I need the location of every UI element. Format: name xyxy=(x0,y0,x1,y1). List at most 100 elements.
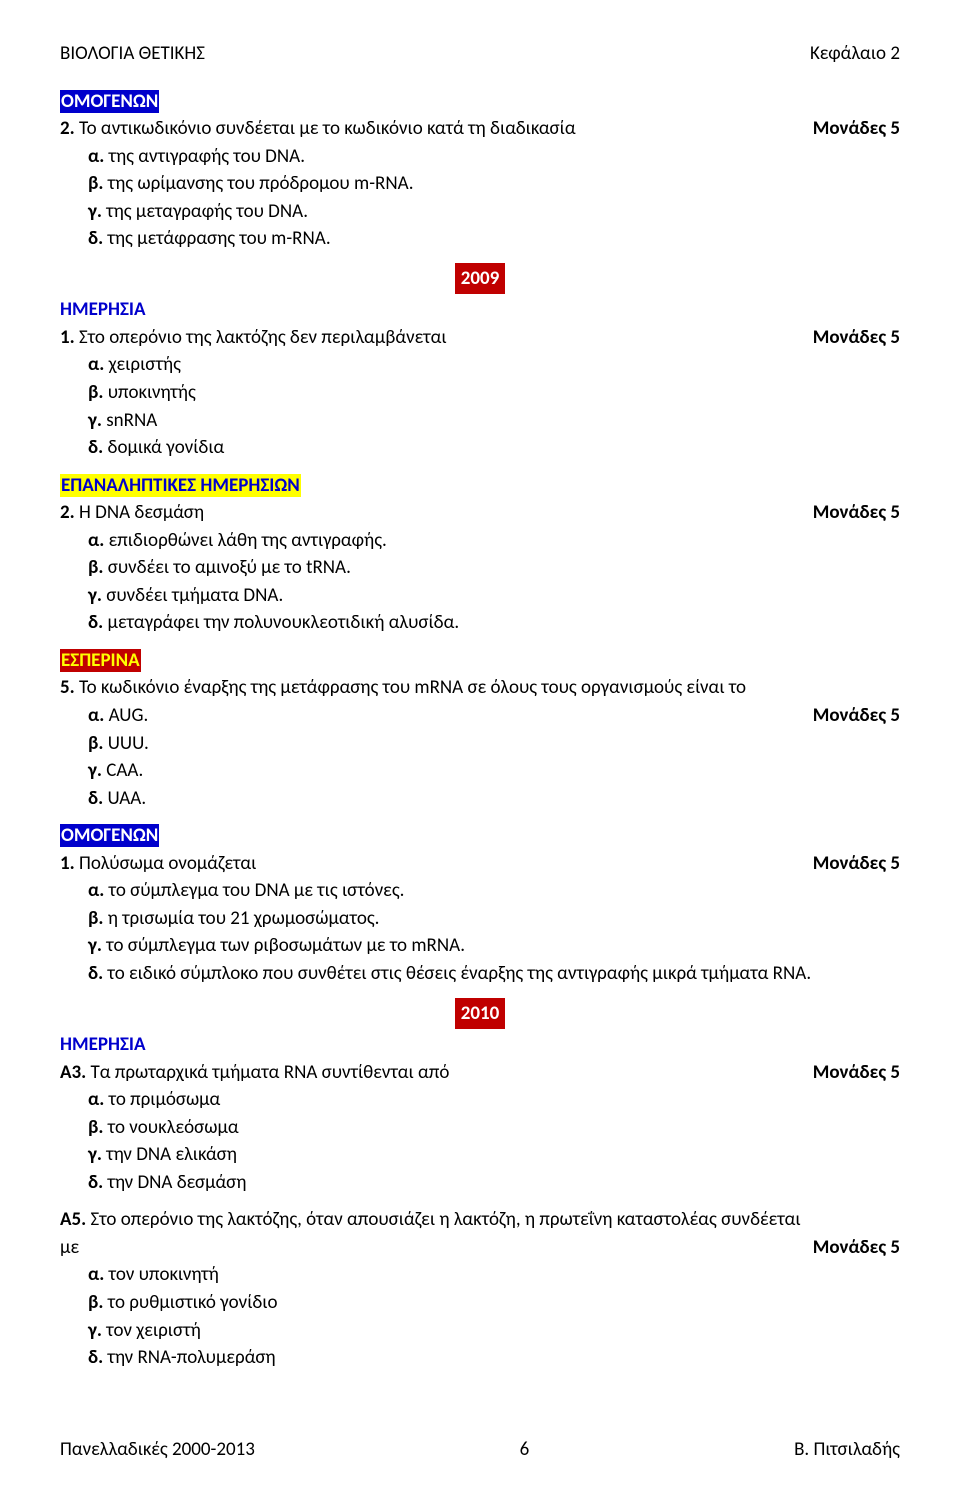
opt-letter: β. xyxy=(88,556,103,579)
opt-letter: δ. xyxy=(88,611,103,634)
opt-letter: β. xyxy=(88,1291,103,1314)
option-b: β. το ρυθμιστικό γονίδιο xyxy=(88,1289,900,1317)
opt-letter: γ. xyxy=(88,759,102,782)
opt-letter: γ. xyxy=(88,1319,102,1342)
q-text: Πολύσωμα ονομάζεται xyxy=(75,852,257,875)
opt-text: η τρισωμία του 21 χρωμοσώματος. xyxy=(103,907,379,930)
opt-text: χειριστής xyxy=(104,353,181,376)
option-d: δ. το ειδικό σύμπλοκο που συνθέτει στις … xyxy=(88,960,900,988)
opt-letter: γ. xyxy=(88,584,102,607)
opt-letter: α. xyxy=(88,1263,104,1286)
q-num: 2. xyxy=(60,117,75,140)
opt-letter: α. xyxy=(88,529,104,552)
points: Μονάδες 5 xyxy=(793,499,900,527)
question-1-polysoma: 1. Πολύσωμα ονομάζεται Μονάδες 5 xyxy=(60,850,900,878)
option-b: β. το νουκλεόσωμα xyxy=(88,1114,900,1142)
opt-letter: γ. xyxy=(88,1143,102,1166)
section-esperina: ΕΣΠΕΡΙΝΑ 5. Το κωδικόνιο έναρξης της μετ… xyxy=(60,647,900,812)
opt-text: επιδιορθώνει λάθη της αντιγραφής. xyxy=(104,529,387,552)
points: Μονάδες 5 xyxy=(793,115,900,143)
opt-letter: β. xyxy=(88,1116,103,1139)
opt-text: το ρυθμιστικό γονίδιο xyxy=(103,1291,277,1314)
option-b: β. υποκινητής xyxy=(88,379,900,407)
option-c: γ. το σύμπλεγμα των ριβοσωμάτων με το mR… xyxy=(88,932,900,960)
option-b: β. η τρισωμία του 21 χρωμοσώματος. xyxy=(88,905,900,933)
opt-text: CAA. xyxy=(102,759,143,782)
opt-text: την DNA ελικάση xyxy=(102,1143,237,1166)
opt-text: AUG. xyxy=(104,704,148,727)
points: Μονάδες 5 xyxy=(793,702,900,730)
year-2010: 2010 xyxy=(60,998,900,1030)
opt-text: UUU. xyxy=(103,732,148,755)
opt-letter: β. xyxy=(88,381,103,404)
footer-left: Πανελλαδικές 2000-2013 xyxy=(60,1436,255,1464)
opt-text: δομικά γονίδια xyxy=(103,436,224,459)
question-a5-line2: με Μονάδες 5 xyxy=(60,1234,900,1262)
label-epanaliptikes: ΕΠΑΝΑΛΗΠΤΙΚΕΣ ΗΜΕΡΗΣΙΩΝ xyxy=(60,474,301,497)
question-a3: Α3. Τα πρωταρχικά τμήματα RNA συντίθεντα… xyxy=(60,1059,900,1087)
question-a5-line1: Α5. Στο οπερόνιο της λακτόζης, όταν απου… xyxy=(60,1206,900,1234)
opt-letter: δ. xyxy=(88,1171,103,1194)
option-a: α. επιδιορθώνει λάθη της αντιγραφής. xyxy=(88,527,900,555)
opt-letter: α. xyxy=(88,1088,104,1111)
opt-letter: β. xyxy=(88,732,103,755)
opt-text: της μετάφρασης του m-RNA. xyxy=(103,227,330,250)
question-1-lactose: 1. Στο οπερόνιο της λακτόζης δεν περιλαμ… xyxy=(60,324,900,352)
opt-text: της μεταγραφής του DNA. xyxy=(102,200,308,223)
option-d: δ. UAA. xyxy=(88,785,900,813)
option-d: δ. την DNA δεσμάση xyxy=(88,1169,900,1197)
opt-text: το πριμόσωμα xyxy=(104,1088,220,1111)
option-a: α. το πριμόσωμα xyxy=(88,1086,900,1114)
label-imerisia: ΗΜΕΡΗΣΙΑ xyxy=(60,1033,145,1056)
label-omogenon: ΟΜΟΓΕΝΩΝ xyxy=(60,90,159,113)
points: Μονάδες 5 xyxy=(793,850,900,878)
opt-letter: γ. xyxy=(88,200,102,223)
opt-letter: α. xyxy=(88,704,104,727)
section-epanaliptikes: ΕΠΑΝΑΛΗΠΤΙΚΕΣ ΗΜΕΡΗΣΙΩΝ 2. Η DNA δεσμάση… xyxy=(60,472,900,637)
option-a: α. AUG. xyxy=(88,702,793,730)
section-omogenon-2: ΟΜΟΓΕΝΩΝ 1. Πολύσωμα ονομάζεται Μονάδες … xyxy=(60,822,900,987)
page-header: ΒΙΟΛΟΓΙΑ ΘΕΤΙΚΗΣ Κεφάλαιο 2 xyxy=(60,40,900,68)
q-text: Στο οπερόνιο της λακτόζης δεν περιλαμβάν… xyxy=(75,326,447,349)
opt-letter: α. xyxy=(88,145,104,168)
header-left: ΒΙΟΛΟΓΙΑ ΘΕΤΙΚΗΣ xyxy=(60,40,205,68)
option-a: α. χειριστής xyxy=(88,351,900,379)
opt-text: το σύμπλεγμα των ριβοσωμάτων με το mRNA. xyxy=(102,934,465,957)
year-badge: 2009 xyxy=(455,263,506,295)
q-num: Α3. xyxy=(60,1061,86,1084)
opt-letter: α. xyxy=(88,353,104,376)
year-2009: 2009 xyxy=(60,263,900,295)
section-imerisia-2010: ΗΜΕΡΗΣΙΑ Α3. Τα πρωταρχικά τμήματα RNA σ… xyxy=(60,1031,900,1196)
opt-letter: γ. xyxy=(88,409,102,432)
opt-text: το σύμπλεγμα του DNA με τις ιστόνες. xyxy=(104,879,404,902)
opt-letter: δ. xyxy=(88,787,103,810)
question-2-desmasi: 2. Η DNA δεσμάση Μονάδες 5 xyxy=(60,499,900,527)
opt-letter: α. xyxy=(88,879,104,902)
opt-text: μεταγράφει την πολυνουκλεοτιδική αλυσίδα… xyxy=(103,611,459,634)
page-footer: Πανελλαδικές 2000-2013 6 Β. Πιτσιλαδής xyxy=(60,1436,900,1464)
opt-letter: δ. xyxy=(88,1346,103,1369)
option-d: δ. δομικά γονίδια xyxy=(88,434,900,462)
option-a: α. τον υποκινητή xyxy=(88,1261,900,1289)
option-d: δ. την RNA-πολυμεράση xyxy=(88,1344,900,1372)
year-badge: 2010 xyxy=(455,998,506,1030)
option-a: α. το σύμπλεγμα του DNA με τις ιστόνες. xyxy=(88,877,900,905)
section-omogenon-1: ΟΜΟΓΕΝΩΝ 2. Το αντικωδικόνιο συνδέεται μ… xyxy=(60,88,900,253)
option-d: δ. μεταγράφει την πολυνουκλεοτιδική αλυσ… xyxy=(88,609,900,637)
q-text: Τα πρωταρχικά τμήματα RNA συντίθενται απ… xyxy=(86,1061,449,1084)
opt-letter: δ. xyxy=(88,227,103,250)
opt-text: το ειδικό σύμπλοκο που συνθέτει στις θέσ… xyxy=(103,962,811,985)
option-a: α. της αντιγραφής του DNA. xyxy=(88,143,900,171)
opt-letter: β. xyxy=(88,907,103,930)
opt-text: συνδέει τμήματα DNA. xyxy=(102,584,283,607)
opt-text: το νουκλεόσωμα xyxy=(103,1116,238,1139)
points: Μονάδες 5 xyxy=(793,1234,900,1262)
question-5-codon: 5. Το κωδικόνιο έναρξης της μετάφρασης τ… xyxy=(60,674,900,702)
opt-text: της ωρίμανσης του πρόδρομου m-RNA. xyxy=(103,172,413,195)
opt-text: την DNA δεσμάση xyxy=(103,1171,246,1194)
opt-text: συνδέει το αμινοξύ με το tRNA. xyxy=(103,556,351,579)
option-b: β. της ωρίμανσης του πρόδρομου m-RNA. xyxy=(88,170,900,198)
option-c: γ. της μεταγραφής του DNA. xyxy=(88,198,900,226)
option-c: γ. συνδέει τμήματα DNA. xyxy=(88,582,900,610)
q-num: 1. xyxy=(60,852,75,875)
